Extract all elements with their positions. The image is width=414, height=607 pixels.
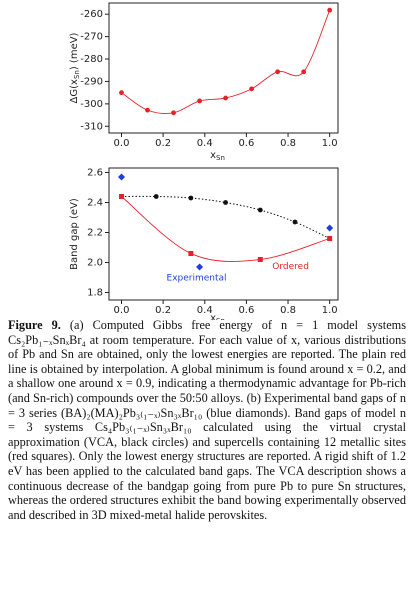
circle-marker — [292, 219, 298, 225]
y-axis-label-part: ΔG(x — [69, 79, 80, 103]
plot-frame — [108, 167, 339, 301]
circle-marker — [145, 107, 150, 113]
x-tick-label: 0.8 — [280, 305, 296, 316]
circle-marker — [188, 195, 194, 201]
circle-marker — [257, 207, 263, 213]
diamond-marker — [117, 173, 125, 181]
circle-marker — [119, 90, 124, 96]
circle-marker — [223, 200, 228, 205]
circle-marker — [171, 110, 176, 116]
y-axis-label-part: Sn — [73, 70, 81, 79]
square-marker — [118, 194, 124, 199]
x-tick-label: 0.0 — [114, 305, 130, 316]
y-tick-label: -270 — [80, 32, 103, 43]
x-tick-label: 0.4 — [197, 305, 213, 316]
y-tick-label: -290 — [80, 76, 103, 87]
x-axis-label-part: Sn — [216, 154, 225, 162]
x-tick-label: 0.8 — [280, 138, 296, 149]
x-axis-label-part: x — [210, 150, 216, 161]
caption-label: Figure 9. — [8, 318, 61, 332]
circle-marker — [249, 86, 255, 92]
circle-marker — [223, 95, 228, 101]
square-marker — [188, 251, 194, 256]
circle-marker — [197, 98, 202, 104]
caption-text: (a) Computed Gibbs free energy of n = 1 … — [8, 318, 407, 522]
y-tick-label: 1.8 — [87, 288, 103, 299]
y-tick-label: 2.2 — [87, 228, 103, 239]
x-axis-label: xSn — [210, 313, 225, 320]
series-line — [121, 196, 330, 262]
y-axis-label-part: ) (meV) — [69, 32, 80, 70]
y-tick-label: 2.6 — [87, 168, 103, 179]
y-tick-label: -300 — [80, 99, 103, 110]
circle-marker — [275, 69, 281, 75]
x-axis-label: xSn — [210, 150, 225, 162]
square-marker — [327, 236, 333, 241]
caption: Figure 9. (a) Computed Gibbs free energy… — [8, 318, 406, 522]
x-tick-label: 0.0 — [114, 138, 130, 149]
diamond-marker — [196, 263, 204, 271]
circle-marker — [327, 7, 333, 13]
x-axis-label-part: x — [210, 313, 216, 320]
series-label: Experimental — [167, 274, 227, 284]
square-marker — [257, 257, 263, 262]
x-tick-label: 0.6 — [238, 138, 254, 149]
diamond-marker — [326, 224, 334, 232]
x-tick-label: 0.6 — [238, 305, 254, 316]
y-axis-label-part: Band gap (eV) — [69, 198, 80, 270]
y-axis-label: ΔG(xSn) (meV) — [69, 32, 81, 103]
circle-marker — [153, 194, 159, 199]
x-tick-label: 1.0 — [322, 305, 338, 316]
y-axis-label: Band gap (eV) — [69, 198, 80, 270]
circle-marker — [301, 69, 307, 75]
y-tick-label: 2.4 — [87, 198, 103, 209]
plot-frame — [108, 2, 339, 134]
series-label: Ordered — [272, 262, 309, 272]
x-axis-label-part: Sn — [216, 317, 225, 320]
x-tick-label: 0.4 — [197, 138, 213, 149]
x-tick-label: 0.2 — [155, 305, 171, 316]
x-tick-label: 1.0 — [322, 138, 338, 149]
figure: 0.0 0.2 0.4 0.6 0.8 1.0 -310 -300 -290 -280 -270 -2… — [69, 2, 339, 320]
y-tick-label: -280 — [80, 54, 103, 65]
y-tick-label: -260 — [80, 9, 103, 20]
y-tick-label: -310 — [80, 121, 103, 132]
y-tick-label: 2.0 — [87, 258, 103, 269]
x-tick-label: 0.2 — [155, 138, 171, 149]
